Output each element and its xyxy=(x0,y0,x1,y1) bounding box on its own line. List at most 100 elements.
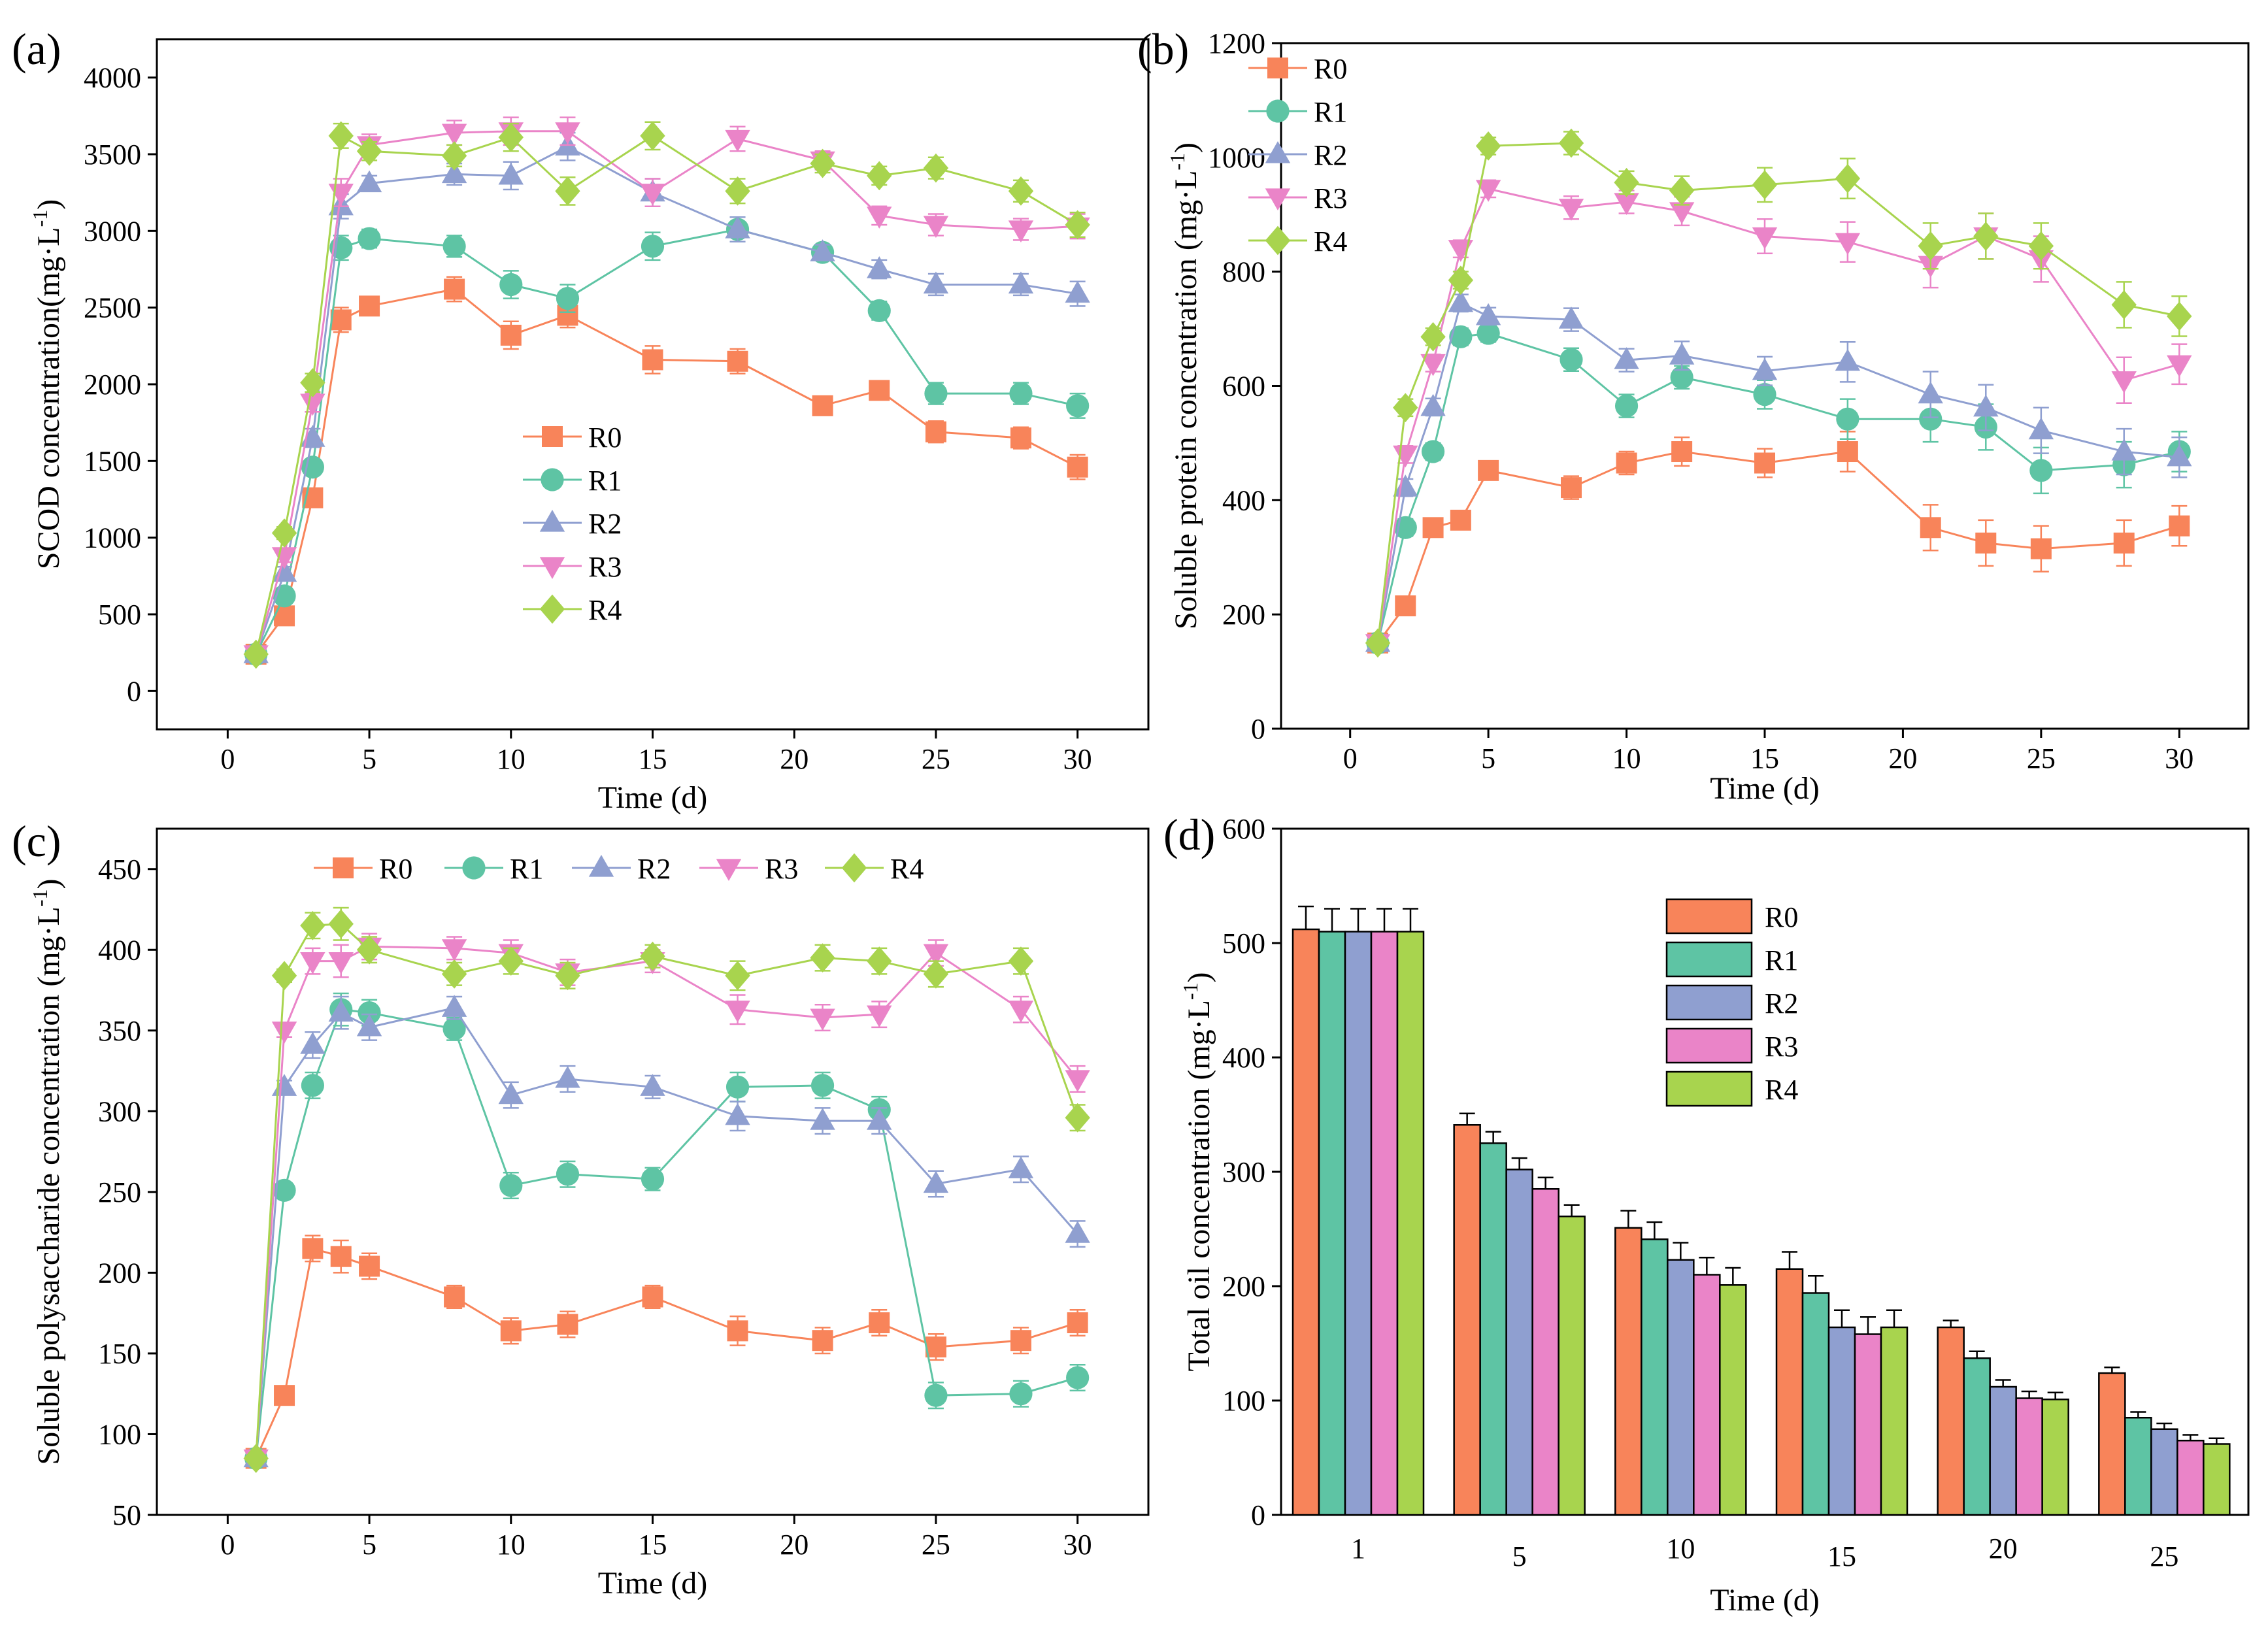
bar-R3 xyxy=(1531,1188,1559,1516)
y-tick-label: 100 xyxy=(98,1418,141,1450)
error-bar xyxy=(2104,1367,2120,1373)
data-point xyxy=(555,176,580,206)
data-point xyxy=(2111,439,2137,461)
legend-swatch xyxy=(1665,898,1753,935)
y-tick-label: 3500 xyxy=(84,139,141,171)
series-R2 xyxy=(243,131,1090,663)
x-tick-label: 30 xyxy=(2165,742,2193,774)
data-point xyxy=(441,161,467,184)
legend-marker xyxy=(542,426,563,447)
data-point xyxy=(1835,163,1861,193)
panel-label: (a) xyxy=(12,24,61,74)
data-point xyxy=(924,382,948,405)
y-tick-label: 1500 xyxy=(84,445,141,477)
y-tick-label: 0 xyxy=(127,675,141,707)
data-point xyxy=(640,1074,665,1096)
error-bar xyxy=(2209,1437,2225,1444)
x-tick-label: 25 xyxy=(922,743,950,775)
data-point xyxy=(923,153,949,183)
data-point xyxy=(727,1320,748,1342)
series-R1 xyxy=(1366,322,2191,655)
data-point xyxy=(2028,231,2054,261)
y-tick-label: 3000 xyxy=(84,215,141,247)
data-point xyxy=(725,961,750,991)
data-point xyxy=(500,1320,522,1342)
data-point xyxy=(1008,946,1034,976)
data-point xyxy=(2029,459,2053,482)
data-point xyxy=(271,518,297,548)
data-point xyxy=(1393,393,1418,423)
data-point xyxy=(642,349,663,371)
legend-swatch xyxy=(1665,1027,1753,1064)
bar-R4 xyxy=(1719,1284,1747,1516)
data-point xyxy=(1559,348,1583,371)
x-category-label: 20 xyxy=(1989,1533,2018,1565)
data-point xyxy=(925,1336,946,1358)
series-line-R0 xyxy=(255,1247,1078,1459)
bar-R1 xyxy=(1963,1357,1991,1516)
data-point xyxy=(1475,180,1501,202)
series-R0 xyxy=(1367,431,2190,654)
data-point xyxy=(328,121,354,151)
data-point xyxy=(2169,515,2190,537)
data-point xyxy=(1752,170,1778,200)
legend-label: R1 xyxy=(510,853,543,885)
legend-label: R2 xyxy=(1765,987,1798,1020)
x-tick-label: 0 xyxy=(220,743,235,775)
legend-swatch xyxy=(1665,984,1753,1021)
data-point xyxy=(640,121,665,151)
data-point xyxy=(810,1074,835,1097)
legend-marker xyxy=(539,510,565,532)
panel-label: (c) xyxy=(12,816,61,866)
legend-swatch xyxy=(1665,941,1753,978)
bar-R1 xyxy=(1801,1292,1830,1516)
legend: R0 R1 R2 R3 R4 xyxy=(1248,53,1347,257)
data-point xyxy=(300,910,325,940)
data-point xyxy=(641,1167,665,1191)
y-axis-title-main: SCOD concentration(mg·L xyxy=(31,227,66,569)
bar-R0 xyxy=(1292,928,1320,1516)
error-bar xyxy=(1646,1221,1663,1240)
data-point xyxy=(556,286,580,310)
error-bar xyxy=(1995,1379,2011,1387)
data-point xyxy=(640,941,665,971)
legend-label: R4 xyxy=(1314,225,1347,257)
data-point xyxy=(441,939,467,961)
series-line-R4 xyxy=(255,923,1079,1459)
panel-label: (b) xyxy=(1137,24,1189,74)
data-point xyxy=(867,1108,892,1130)
bar-R2 xyxy=(1344,931,1373,1516)
data-point xyxy=(441,959,467,989)
y-axis-title-main: Soluble polysaccharide concentration (mg… xyxy=(31,906,66,1465)
bar-R4 xyxy=(2041,1399,2069,1516)
data-point xyxy=(359,295,380,317)
x-category-label: 1 xyxy=(1351,1533,1365,1565)
legend-label: R3 xyxy=(588,551,622,583)
data-point xyxy=(727,350,748,372)
data-point xyxy=(1008,176,1034,206)
x-axis-title: Time (d) xyxy=(598,780,708,815)
y-tick-label: 500 xyxy=(1222,927,1265,959)
data-point xyxy=(271,1074,297,1096)
data-point xyxy=(725,216,750,239)
x-tick-label: 20 xyxy=(1888,742,1917,774)
bar-R0 xyxy=(2098,1372,2126,1516)
data-point xyxy=(1837,441,1858,463)
data-point xyxy=(867,256,892,278)
legend-label: R4 xyxy=(588,594,622,626)
x-category-label: 25 xyxy=(2150,1540,2178,1572)
x-tick-label: 30 xyxy=(1063,1529,1092,1561)
bar-R0 xyxy=(1453,1124,1481,1516)
x-tick-label: 0 xyxy=(220,1529,235,1561)
data-point xyxy=(1754,452,1775,474)
data-point xyxy=(867,161,892,191)
data-point xyxy=(498,162,524,185)
data-point xyxy=(1008,1001,1034,1023)
data-point xyxy=(500,324,522,346)
data-point xyxy=(274,605,295,627)
bar-R4 xyxy=(1396,931,1425,1516)
legend: R0 R1 R2 R3 R4 xyxy=(314,853,924,885)
y-axis-title: SCOD concentration(mg·L-1) xyxy=(28,199,66,570)
legend-marker xyxy=(539,594,565,624)
legend-label: R1 xyxy=(1765,944,1798,976)
